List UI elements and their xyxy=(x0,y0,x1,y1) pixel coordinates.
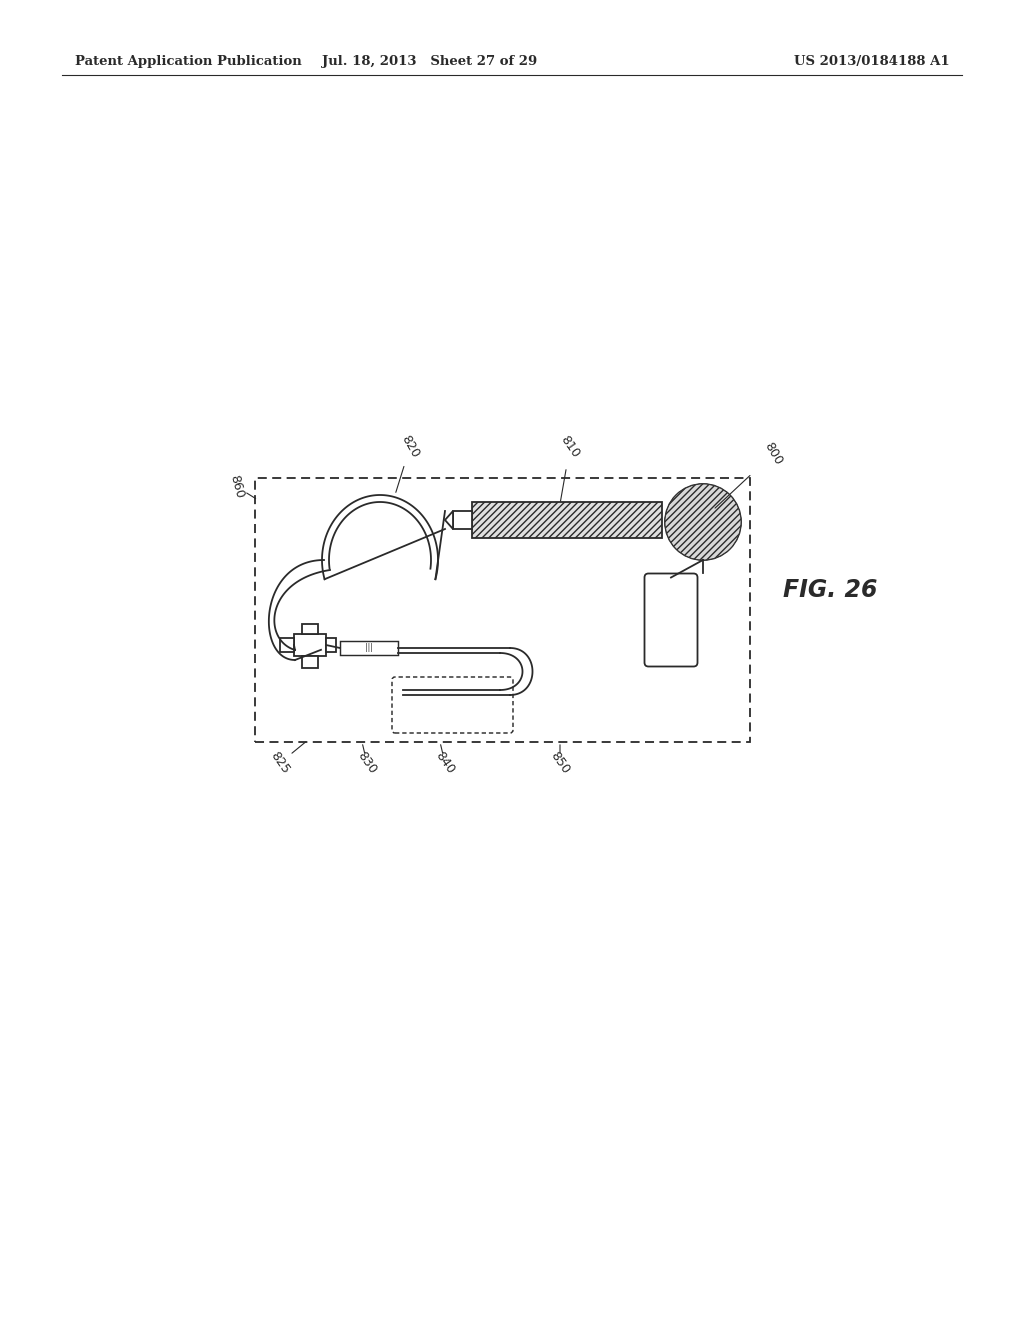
Text: 850: 850 xyxy=(548,750,572,776)
Text: 860: 860 xyxy=(227,474,247,500)
Bar xyxy=(340,642,398,655)
Circle shape xyxy=(665,484,741,560)
Bar xyxy=(326,638,336,652)
Text: 820: 820 xyxy=(398,433,422,461)
Text: 825: 825 xyxy=(268,750,292,776)
Text: 830: 830 xyxy=(355,750,379,776)
Text: FIG. 26: FIG. 26 xyxy=(782,578,878,602)
Bar xyxy=(280,638,294,652)
Bar xyxy=(302,656,318,668)
Text: 800: 800 xyxy=(762,441,784,467)
Bar xyxy=(302,624,318,634)
Text: US 2013/0184188 A1: US 2013/0184188 A1 xyxy=(795,55,950,69)
Text: Jul. 18, 2013   Sheet 27 of 29: Jul. 18, 2013 Sheet 27 of 29 xyxy=(323,55,538,69)
Text: Patent Application Publication: Patent Application Publication xyxy=(75,55,302,69)
Bar xyxy=(472,502,662,539)
Bar xyxy=(255,478,750,742)
Bar xyxy=(453,511,472,529)
FancyBboxPatch shape xyxy=(644,573,697,667)
Polygon shape xyxy=(445,511,453,529)
Bar xyxy=(472,502,662,539)
Text: 840: 840 xyxy=(433,750,457,776)
Bar xyxy=(294,634,326,656)
Text: |||: ||| xyxy=(366,644,373,652)
Text: 810: 810 xyxy=(558,433,583,461)
